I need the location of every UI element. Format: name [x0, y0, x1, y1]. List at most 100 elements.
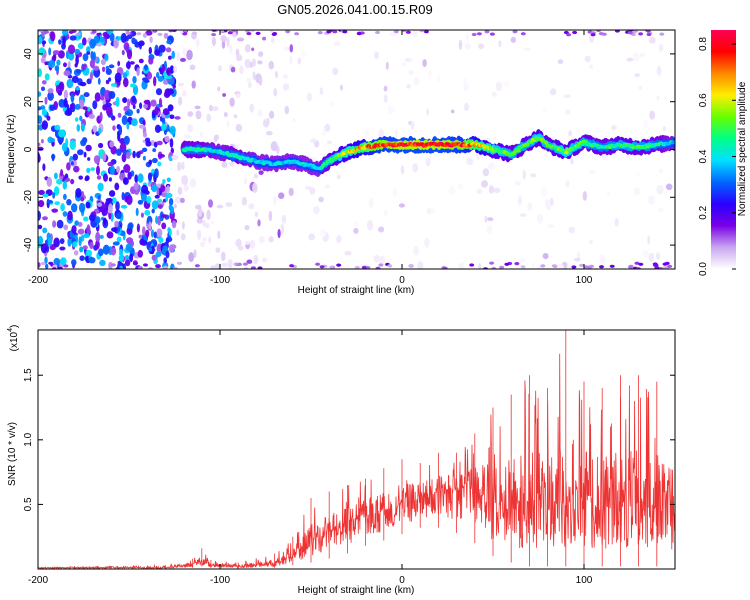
noise-cell	[156, 140, 163, 146]
edge-cell	[143, 263, 148, 267]
noise-cell	[221, 251, 226, 262]
noise-cell	[48, 60, 56, 69]
noise-cell	[63, 70, 71, 77]
noise-cell	[60, 169, 64, 177]
noise-cell	[135, 207, 139, 217]
noise-cell	[270, 36, 275, 44]
edge-cell	[96, 32, 102, 36]
edge-cell	[664, 261, 670, 265]
edge-cell	[387, 264, 393, 268]
y-tick-label: 1.0	[23, 432, 34, 446]
noise-cell	[74, 86, 81, 91]
noise-cell	[326, 140, 332, 145]
noise-cell	[136, 108, 140, 114]
noise-cell	[162, 108, 170, 116]
noise-cell	[178, 96, 183, 106]
snr-y-ticks: 0.5 1.0 1.5	[23, 368, 675, 511]
noise-cell	[141, 184, 149, 194]
noise-cell	[121, 115, 128, 126]
noise-cell	[464, 102, 469, 112]
noise-cell	[70, 161, 74, 166]
noise-cell	[319, 228, 326, 238]
noise-cell	[102, 104, 108, 111]
noise-cell	[354, 220, 359, 227]
figure-title: GN05.2026.041.00.15.R09	[277, 2, 432, 17]
noise-cell	[131, 118, 138, 127]
noise-cell	[209, 104, 213, 112]
noise-cell	[82, 53, 89, 62]
edge-cell	[638, 262, 644, 266]
noise-cell	[109, 32, 115, 42]
noise-cell	[248, 203, 255, 210]
edge-cell	[520, 32, 526, 36]
noise-cell	[104, 53, 109, 62]
noise-cell	[584, 55, 591, 63]
edge-cell	[137, 266, 143, 269]
noise-cell	[71, 203, 78, 213]
noise-cell	[38, 36, 43, 45]
noise-cell	[336, 174, 341, 180]
x-tick-label: -200	[28, 275, 48, 286]
noise-cell	[85, 144, 92, 152]
edge-cell	[489, 261, 495, 265]
noise-cell	[163, 71, 167, 78]
noise-cell	[530, 173, 537, 178]
noise-cell	[258, 236, 265, 244]
noise-cell	[148, 221, 152, 230]
noise-cell	[104, 89, 111, 100]
noise-cell	[182, 47, 188, 56]
noise-cell	[174, 196, 182, 204]
noise-cell	[110, 83, 118, 87]
noise-cell	[570, 157, 574, 165]
noise-cell	[44, 73, 50, 81]
noise-cell	[80, 139, 87, 147]
noise-cell	[58, 129, 66, 138]
noise-cell	[61, 142, 68, 152]
noise-cell	[94, 216, 101, 224]
noise-cell	[253, 254, 259, 265]
noise-cell	[110, 145, 117, 155]
edge-cell	[38, 30, 44, 33]
colorbar-tick-label: 0.6	[698, 93, 709, 107]
noise-cell	[210, 220, 215, 225]
edge-cell	[294, 32, 300, 36]
noise-cell	[86, 78, 92, 85]
edge-cell	[237, 262, 242, 266]
noise-cell	[168, 244, 175, 253]
noise-cell	[243, 177, 248, 185]
noise-cell	[383, 85, 388, 92]
noise-cell	[557, 59, 564, 65]
edge-cell	[419, 30, 425, 33]
noise-cell	[252, 58, 256, 67]
noise-cell	[126, 194, 133, 205]
edge-cell	[667, 264, 673, 268]
noise-cell	[69, 139, 77, 150]
noise-cell	[120, 32, 127, 44]
noise-cell	[122, 263, 126, 269]
noise-cell	[125, 61, 131, 69]
noise-cell	[656, 184, 664, 195]
noise-cell	[41, 86, 45, 92]
snr-line	[38, 353, 675, 569]
noise-cell	[96, 175, 102, 180]
noise-cell	[258, 170, 264, 176]
noise-cell	[152, 148, 157, 153]
noise-cell	[568, 226, 576, 234]
edge-cell	[317, 30, 323, 35]
edge-cell	[285, 30, 291, 34]
noise-cell	[187, 111, 194, 117]
edge-cell	[257, 266, 263, 269]
noise-cell	[121, 49, 125, 56]
noise-cell	[216, 204, 224, 209]
edge-cell	[572, 30, 578, 35]
noise-cell	[484, 215, 488, 223]
edge-cell	[48, 261, 54, 265]
noise-cell	[144, 209, 151, 216]
noise-cell	[126, 49, 133, 60]
noise-cell	[38, 106, 42, 111]
noise-cell	[378, 255, 386, 265]
noise-cell	[476, 188, 483, 194]
noise-cell	[408, 69, 415, 76]
noise-cell	[97, 202, 103, 208]
